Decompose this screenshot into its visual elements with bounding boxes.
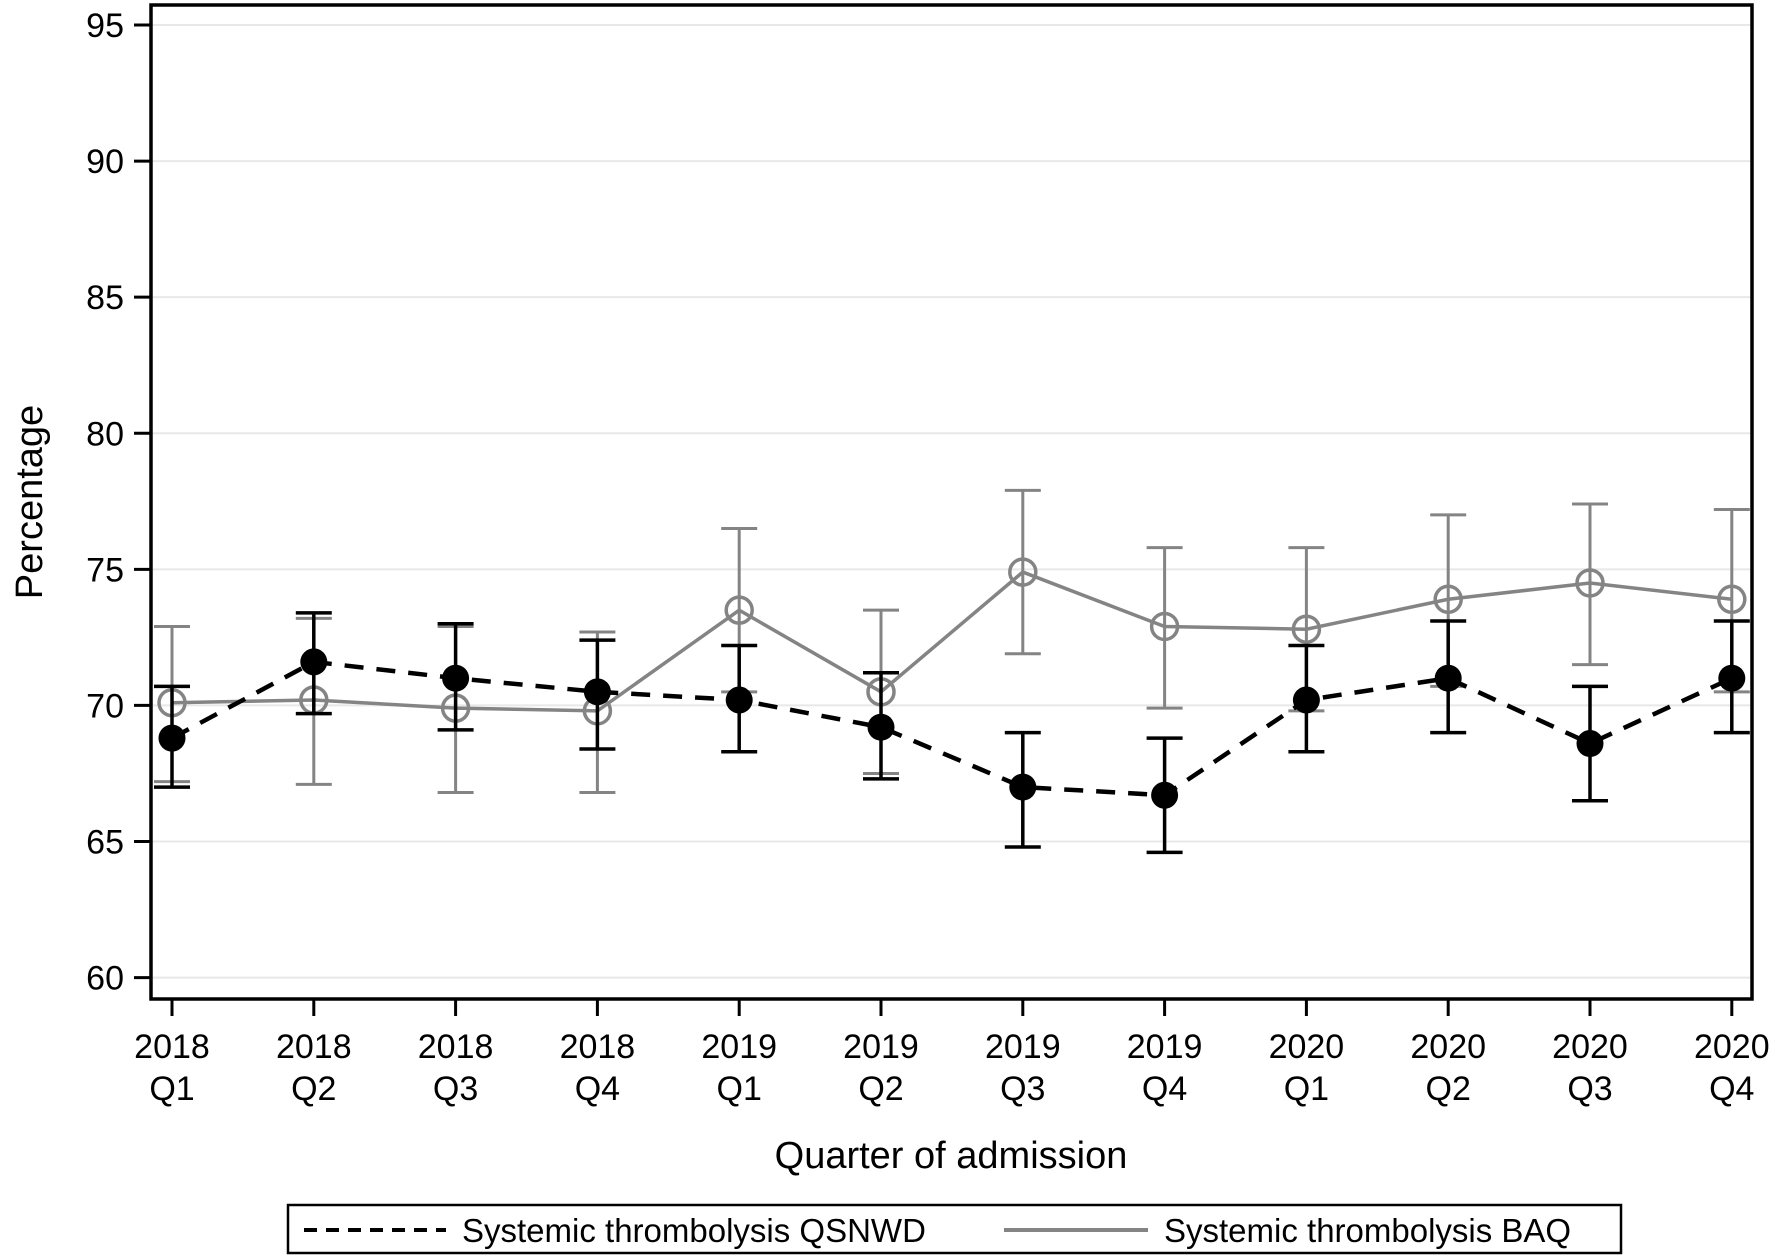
plot-area-border [149, 3, 1754, 1001]
x-tick-label-quarter: Q4 [1709, 1070, 1754, 1108]
marker-baq-6 [1008, 557, 1038, 587]
gridlines [151, 24, 1752, 979]
y-tick-label-65: 65 [86, 824, 124, 862]
x-tick-label-year: 2020 [1552, 1028, 1628, 1066]
x-tick-label-quarter: Q3 [1000, 1070, 1045, 1108]
series-baq [154, 488, 1750, 795]
x-tick-label-year: 2019 [701, 1028, 777, 1066]
marker-baq-9 [1433, 584, 1463, 615]
y-tick-label-70: 70 [86, 687, 124, 725]
marker-baq-10 [1575, 568, 1605, 598]
x-tick-label-year: 2018 [134, 1028, 210, 1066]
series-line-qsnwd [170, 659, 1733, 798]
y-tick-label-90: 90 [86, 143, 124, 181]
y-tick-label-95: 95 [86, 7, 124, 45]
marker-qsnwd-7 [1151, 781, 1179, 809]
marker-qsnwd-11 [1718, 664, 1746, 692]
x-tick-label-year: 2020 [1410, 1028, 1486, 1066]
x-tick-label-year: 2019 [985, 1028, 1061, 1066]
x-tick-label-quarter: Q1 [717, 1070, 762, 1108]
marker-baq-7 [1149, 611, 1180, 642]
x-tick-label-quarter: Q2 [291, 1070, 336, 1108]
marker-qsnwd-9 [1434, 664, 1462, 692]
x-tick-label-quarter: Q4 [575, 1070, 620, 1108]
series-qsnwd [154, 611, 1750, 855]
data-series [154, 488, 1750, 855]
marker-qsnwd-2 [442, 664, 470, 692]
x-tick-label-quarter: Q3 [433, 1070, 478, 1108]
x-tick-label-year: 2020 [1269, 1028, 1345, 1066]
marker-qsnwd-0 [158, 724, 186, 752]
y-tick-label-80: 80 [86, 415, 124, 453]
y-tick-label-60: 60 [86, 960, 124, 998]
legend-label-qsnwd: Systemic thrombolysis QSNWD [462, 1212, 926, 1249]
marker-baq-11 [1717, 584, 1747, 615]
marker-qsnwd-1 [300, 648, 328, 676]
marker-qsnwd-3 [583, 678, 611, 706]
x-tick-label-year: 2018 [560, 1028, 636, 1066]
x-tick-label-year: 2018 [276, 1028, 352, 1066]
x-tick-label-quarter: Q2 [1426, 1070, 1471, 1108]
marker-qsnwd-8 [1292, 686, 1320, 714]
marker-qsnwd-4 [725, 686, 753, 714]
x-tick-label-quarter: Q2 [858, 1070, 903, 1108]
y-tick-label-85: 85 [86, 279, 124, 317]
marker-baq-4 [724, 595, 754, 625]
x-tick-label-quarter: Q1 [149, 1070, 194, 1108]
x-tick-label-year: 2020 [1694, 1028, 1770, 1066]
x-tick-label-year: 2019 [1127, 1028, 1203, 1066]
marker-baq-8 [1291, 614, 1322, 644]
marker-qsnwd-6 [1009, 773, 1037, 801]
x-tick-label-year: 2018 [418, 1028, 494, 1066]
legend: Systemic thrombolysis QSNWD Systemic thr… [286, 1203, 1623, 1255]
x-tick-label-quarter: Q1 [1284, 1070, 1329, 1108]
y-tick-label-75: 75 [86, 551, 124, 589]
axis-ticks-and-labels: 60 65 70 75 80 85 90 95 2018 Q1 2018 Q2 2018 Q3 2018 Q4… [86, 7, 1769, 1108]
series-line-baq [171, 570, 1733, 713]
x-tick-label-quarter: Q4 [1142, 1070, 1187, 1108]
x-tick-label-year: 2019 [843, 1028, 919, 1066]
x-tick-label-quarter: Q3 [1567, 1070, 1612, 1108]
y-axis-label: Percentage [9, 405, 51, 599]
marker-qsnwd-10 [1576, 730, 1604, 758]
x-axis-label: Quarter of admission [775, 1135, 1128, 1177]
legend-box [286, 1203, 1623, 1255]
marker-qsnwd-5 [867, 713, 895, 741]
legend-label-baq: Systemic thrombolysis BAQ [1164, 1212, 1571, 1249]
